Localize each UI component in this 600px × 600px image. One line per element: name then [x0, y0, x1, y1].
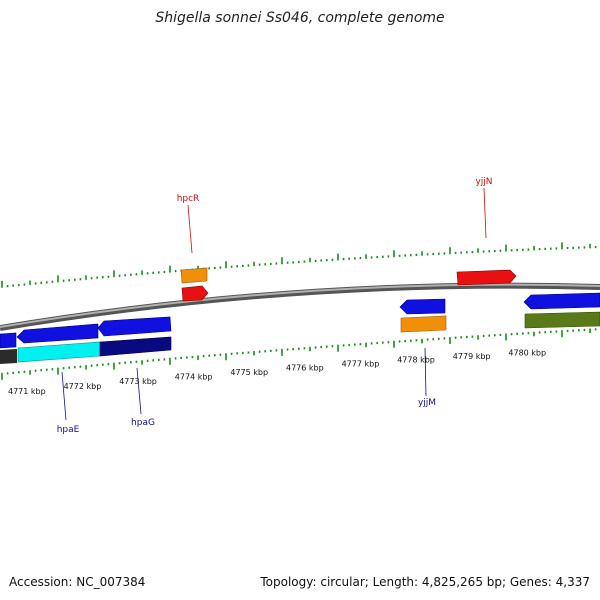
- hpaG-leader: [136, 367, 142, 415]
- yjjN-leader: [483, 187, 487, 239]
- inner-tick-ring: [1, 328, 597, 380]
- genome-summary: Topology: circular; Length: 4,825,265 bp…: [260, 575, 590, 589]
- kbp-label: 4774 kbp: [175, 372, 213, 381]
- gene-left-blue-2[interactable]: [16, 323, 99, 344]
- gene-label-hpaE: hpaE: [57, 425, 80, 435]
- hpaE-leader: [61, 371, 67, 421]
- gene-yjjN-red[interactable]: [456, 269, 517, 286]
- gene-right-olive[interactable]: [524, 311, 600, 329]
- kbp-label: 4778 kbp: [397, 356, 435, 365]
- map-title: Shigella sonnei Ss046, complete genome: [155, 10, 445, 26]
- accession-label: Accession: NC_007384: [9, 575, 146, 589]
- gene-label-yjjN: yjjN: [475, 177, 492, 187]
- kbp-label: 4779 kbp: [453, 352, 491, 361]
- gene-hpcR-orange[interactable]: [180, 267, 208, 284]
- kbp-label: 4780 kbp: [508, 348, 546, 357]
- kbp-label: 4775 kbp: [230, 368, 268, 377]
- gene-hpaG-navy[interactable]: [99, 336, 172, 357]
- kbp-label: 4777 kbp: [342, 359, 380, 368]
- gene-left-blue-3[interactable]: [97, 316, 172, 337]
- gene-left-blue-1[interactable]: [0, 332, 17, 349]
- gene-mid-dark: [0, 349, 17, 364]
- kbp-label: 4772 kbp: [64, 382, 102, 391]
- gene-label-yjjM: yjjM: [418, 398, 436, 408]
- gene-right-blue[interactable]: [523, 292, 600, 310]
- gene-yjjM-blue[interactable]: [399, 298, 446, 315]
- kbp-label: 4776 kbp: [286, 364, 324, 373]
- yjjM-leader: [424, 347, 427, 397]
- gene-hpcR-red[interactable]: [181, 285, 209, 302]
- gene-label-hpcR: hpcR: [177, 194, 200, 204]
- hpcR-leader: [187, 204, 193, 254]
- gene-yjjM-orange[interactable]: [400, 315, 447, 333]
- kbp-scale-labels: 4771 kbp 4772 kbp 4773 kbp 4774 kbp 4775 kbp…: [8, 348, 546, 396]
- kbp-label: 4771 kbp: [8, 387, 46, 396]
- gene-label-hpaG: hpaG: [131, 418, 155, 428]
- kbp-label: 4773 kbp: [119, 377, 157, 386]
- genome-backbone: [0, 282, 600, 331]
- gene-hpaE-cyan[interactable]: [17, 341, 101, 363]
